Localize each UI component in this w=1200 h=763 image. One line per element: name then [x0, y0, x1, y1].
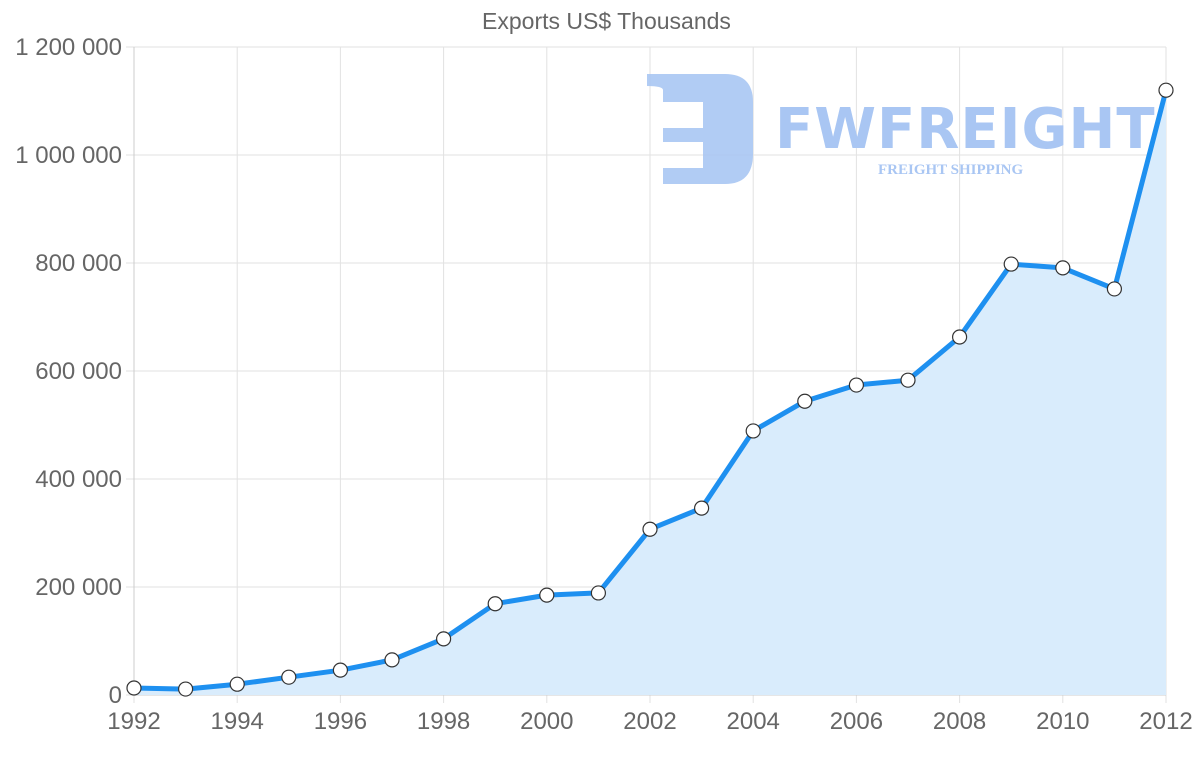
x-tick-label: 2002 — [623, 708, 676, 735]
y-tick-label: 600 000 — [35, 358, 122, 385]
x-tick-label: 2004 — [727, 708, 780, 735]
data-point[interactable] — [539, 587, 555, 603]
x-tick-label: 2012 — [1139, 708, 1192, 735]
x-tick-label: 1996 — [314, 708, 367, 735]
data-point[interactable] — [642, 521, 658, 537]
data-point[interactable] — [1158, 82, 1174, 98]
data-points — [126, 82, 1174, 697]
y-tick-label: 1 000 000 — [15, 142, 122, 169]
x-tick-label: 2010 — [1036, 708, 1089, 735]
x-tick-label: 2000 — [520, 708, 573, 735]
data-point[interactable] — [693, 500, 710, 516]
x-tick-label: 1998 — [417, 708, 470, 735]
data-point[interactable] — [900, 372, 916, 388]
data-point[interactable] — [178, 681, 194, 697]
series-area-fill — [134, 90, 1166, 695]
data-point[interactable] — [590, 585, 607, 601]
data-point[interactable] — [745, 423, 761, 439]
data-point[interactable] — [1055, 260, 1071, 276]
data-point[interactable] — [229, 676, 245, 692]
y-tick-label: 0 — [109, 682, 122, 709]
x-tick-label: 1994 — [211, 708, 264, 735]
y-tick-label: 800 000 — [35, 250, 122, 277]
chart-title: Exports US$ Thousands — [482, 8, 731, 34]
x-axis-ticks: 1992 1994 1996 1998 2000 2002 2004 2006 2008 2010… — [107, 708, 1192, 735]
data-point[interactable] — [436, 631, 452, 647]
y-tick-label: 200 000 — [35, 574, 122, 601]
data-point[interactable] — [848, 377, 865, 393]
data-point[interactable] — [332, 662, 348, 678]
data-point[interactable] — [951, 329, 968, 345]
x-tick-label: 1992 — [107, 708, 160, 735]
data-point[interactable] — [384, 652, 400, 668]
data-point[interactable] — [797, 393, 813, 409]
data-point[interactable] — [281, 669, 297, 685]
data-point[interactable] — [1003, 256, 1019, 272]
x-tick-label: 2008 — [933, 708, 986, 735]
data-point[interactable] — [126, 680, 142, 696]
x-tick-label: 2006 — [830, 708, 883, 735]
y-axis-ticks: 0 200 000 400 000 600 000 800 000 1 000 000 1 … — [15, 34, 122, 709]
y-tick-label: 1 200 000 — [15, 34, 122, 61]
y-tick-label: 400 000 — [35, 466, 122, 493]
data-point[interactable] — [1106, 281, 1123, 297]
data-point[interactable] — [487, 596, 503, 612]
